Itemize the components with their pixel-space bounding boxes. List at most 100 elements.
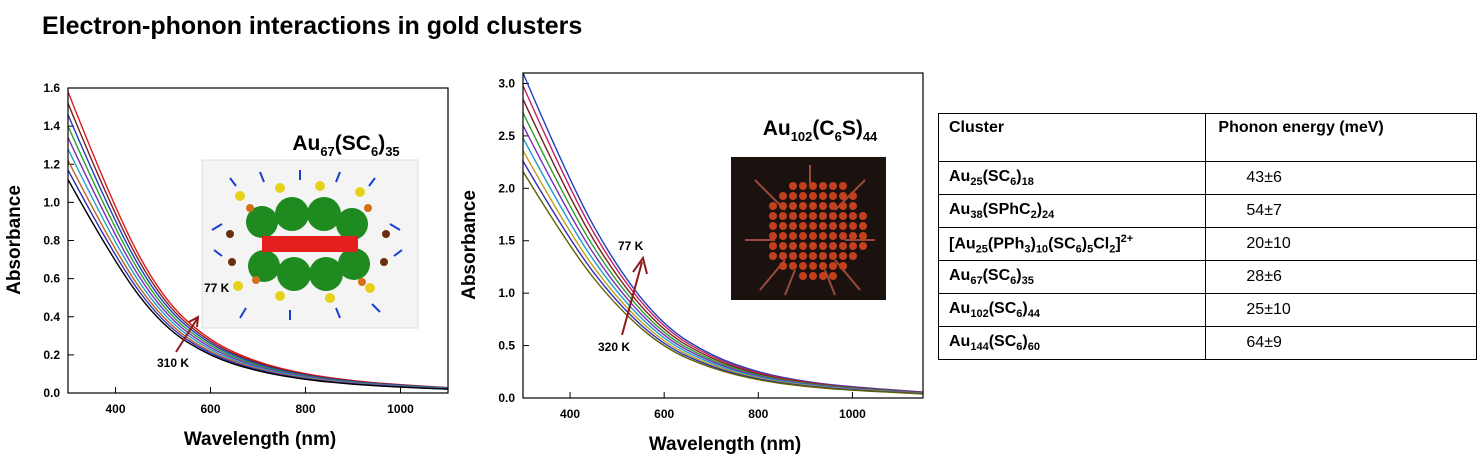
au102-absorbance-chart: 0.0 0.5 1.0 1.5 2.0 2.5 3.0 400 600 800 1000 Au102… (459, 72, 924, 455)
gold-atom (799, 202, 807, 210)
gold-atom (849, 252, 857, 260)
gold-atom (789, 262, 797, 270)
gold-atom (799, 222, 807, 230)
y-tick-label: 1.6 (43, 81, 60, 95)
gold-atom (859, 212, 867, 220)
header-phonon-energy: Phonon energy (meV) (1205, 113, 1477, 162)
gold-atom (789, 222, 797, 230)
phonon-energy-table: Cluster Phonon energy (meV) Au25(SC6)18 … (937, 113, 1477, 360)
gold-atom (769, 232, 777, 240)
gold-atom (859, 222, 867, 230)
energy-cell: 64±9 (1205, 326, 1477, 360)
au102-cluster-structure-image (731, 157, 886, 300)
y-tick-label: 1.5 (498, 234, 515, 248)
y-tick-label: 2.5 (498, 129, 515, 143)
gold-atom (829, 222, 837, 230)
gold-atom (849, 222, 857, 230)
gold-atom (779, 232, 787, 240)
plot-frame (67, 87, 449, 394)
energy-cell: 25±10 (1205, 293, 1477, 327)
gold-atom (809, 272, 817, 280)
x-axis-label: Wavelength (nm) (184, 429, 336, 450)
gold-atom (769, 212, 777, 220)
gold-atom (819, 272, 827, 280)
energy-cell: 20±10 (1205, 227, 1477, 261)
table-row: Au67(SC6)35 28±6 (937, 260, 1477, 294)
gold-atom (829, 232, 837, 240)
y-tick-label: 0.4 (43, 310, 60, 324)
header-cluster: Cluster (937, 113, 1207, 162)
gold-atom (819, 232, 827, 240)
y-tick-label: 1.0 (43, 195, 60, 209)
gold-atom (779, 222, 787, 230)
temperature-arrow (621, 255, 648, 336)
gold-atom (829, 192, 837, 200)
y-tick-label: 0.0 (498, 391, 515, 405)
gold-atom (829, 252, 837, 260)
gold-atom (789, 182, 797, 190)
gold-atom (779, 262, 787, 270)
gold-atom (769, 202, 777, 210)
gold-atom (779, 212, 787, 220)
gold-atom (849, 202, 857, 210)
gold-atom (769, 252, 777, 260)
annotation-320k: 320 K (598, 340, 630, 354)
gold-atom (769, 222, 777, 230)
table-row: Au25(SC6)18 43±6 (937, 161, 1477, 195)
gold-atom (839, 232, 847, 240)
y-tick-label: 0.0 (43, 386, 60, 400)
x-tick-label: 1000 (839, 407, 866, 421)
gold-atom (809, 222, 817, 230)
spectrum-line (67, 179, 449, 390)
table-row: [Au25(PPh3)10(SC6)5Cl2]2+ 20±10 (937, 227, 1477, 261)
cluster-cell: Au67(SC6)35 (937, 260, 1207, 294)
temperature-arrow (175, 315, 200, 353)
gold-atom (779, 192, 787, 200)
gold-atom (839, 252, 847, 260)
gold-atom (789, 242, 797, 250)
y-tick-label: 1.4 (43, 119, 60, 133)
cluster-cell: Au25(SC6)18 (937, 161, 1207, 195)
table-row: Au144(SC6)60 64±9 (937, 326, 1477, 360)
gold-atom (829, 202, 837, 210)
gold-atom (799, 212, 807, 220)
gold-atom (809, 242, 817, 250)
au67-inset-label: Au67(SC6)35 (292, 132, 399, 159)
gold-atom (819, 212, 827, 220)
gold-atom (799, 252, 807, 260)
gold-atom (779, 202, 787, 210)
annotation-310k: 310 K (157, 356, 189, 370)
gold-atom (819, 252, 827, 260)
gold-atom (809, 202, 817, 210)
gold-atom (799, 272, 807, 280)
gold-atom (809, 252, 817, 260)
gold-atom (779, 242, 787, 250)
x-tick-label: 800 (295, 402, 315, 416)
gold-atom (789, 212, 797, 220)
y-tick-label: 0.8 (43, 234, 60, 248)
annotation-77k: 77 K (618, 239, 644, 253)
cluster-cell: Au38(SPhC2)24 (937, 194, 1207, 228)
au67-cluster-structure-image (201, 159, 419, 329)
gold-atom (789, 192, 797, 200)
gold-atom (859, 232, 867, 240)
au102-inset-label: Au102(C6S)44 (763, 117, 878, 144)
gold-atom (829, 182, 837, 190)
annotation-77k: 77 K (204, 281, 230, 295)
x-tick-label: 1000 (387, 402, 414, 416)
gold-atom (809, 232, 817, 240)
gold-atom (849, 192, 857, 200)
gold-atom (839, 192, 847, 200)
gold-atom (809, 182, 817, 190)
gold-atom (799, 192, 807, 200)
cluster-cell: [Au25(PPh3)10(SC6)5Cl2]2+ (937, 227, 1207, 261)
energy-cell: 54±7 (1205, 194, 1477, 228)
y-tick-label: 0.6 (43, 272, 60, 286)
gold-atom (779, 252, 787, 260)
gold-atom (809, 192, 817, 200)
au67-absorbance-chart: 0.0 0.2 0.4 0.6 0.8 1.0 1.2 1.4 1.6 400 600 800 1000… (4, 81, 449, 450)
page-title: Electron-phonon interactions in gold clu… (42, 12, 583, 40)
gold-atom (839, 182, 847, 190)
gold-atom (839, 202, 847, 210)
gold-atom (809, 262, 817, 270)
